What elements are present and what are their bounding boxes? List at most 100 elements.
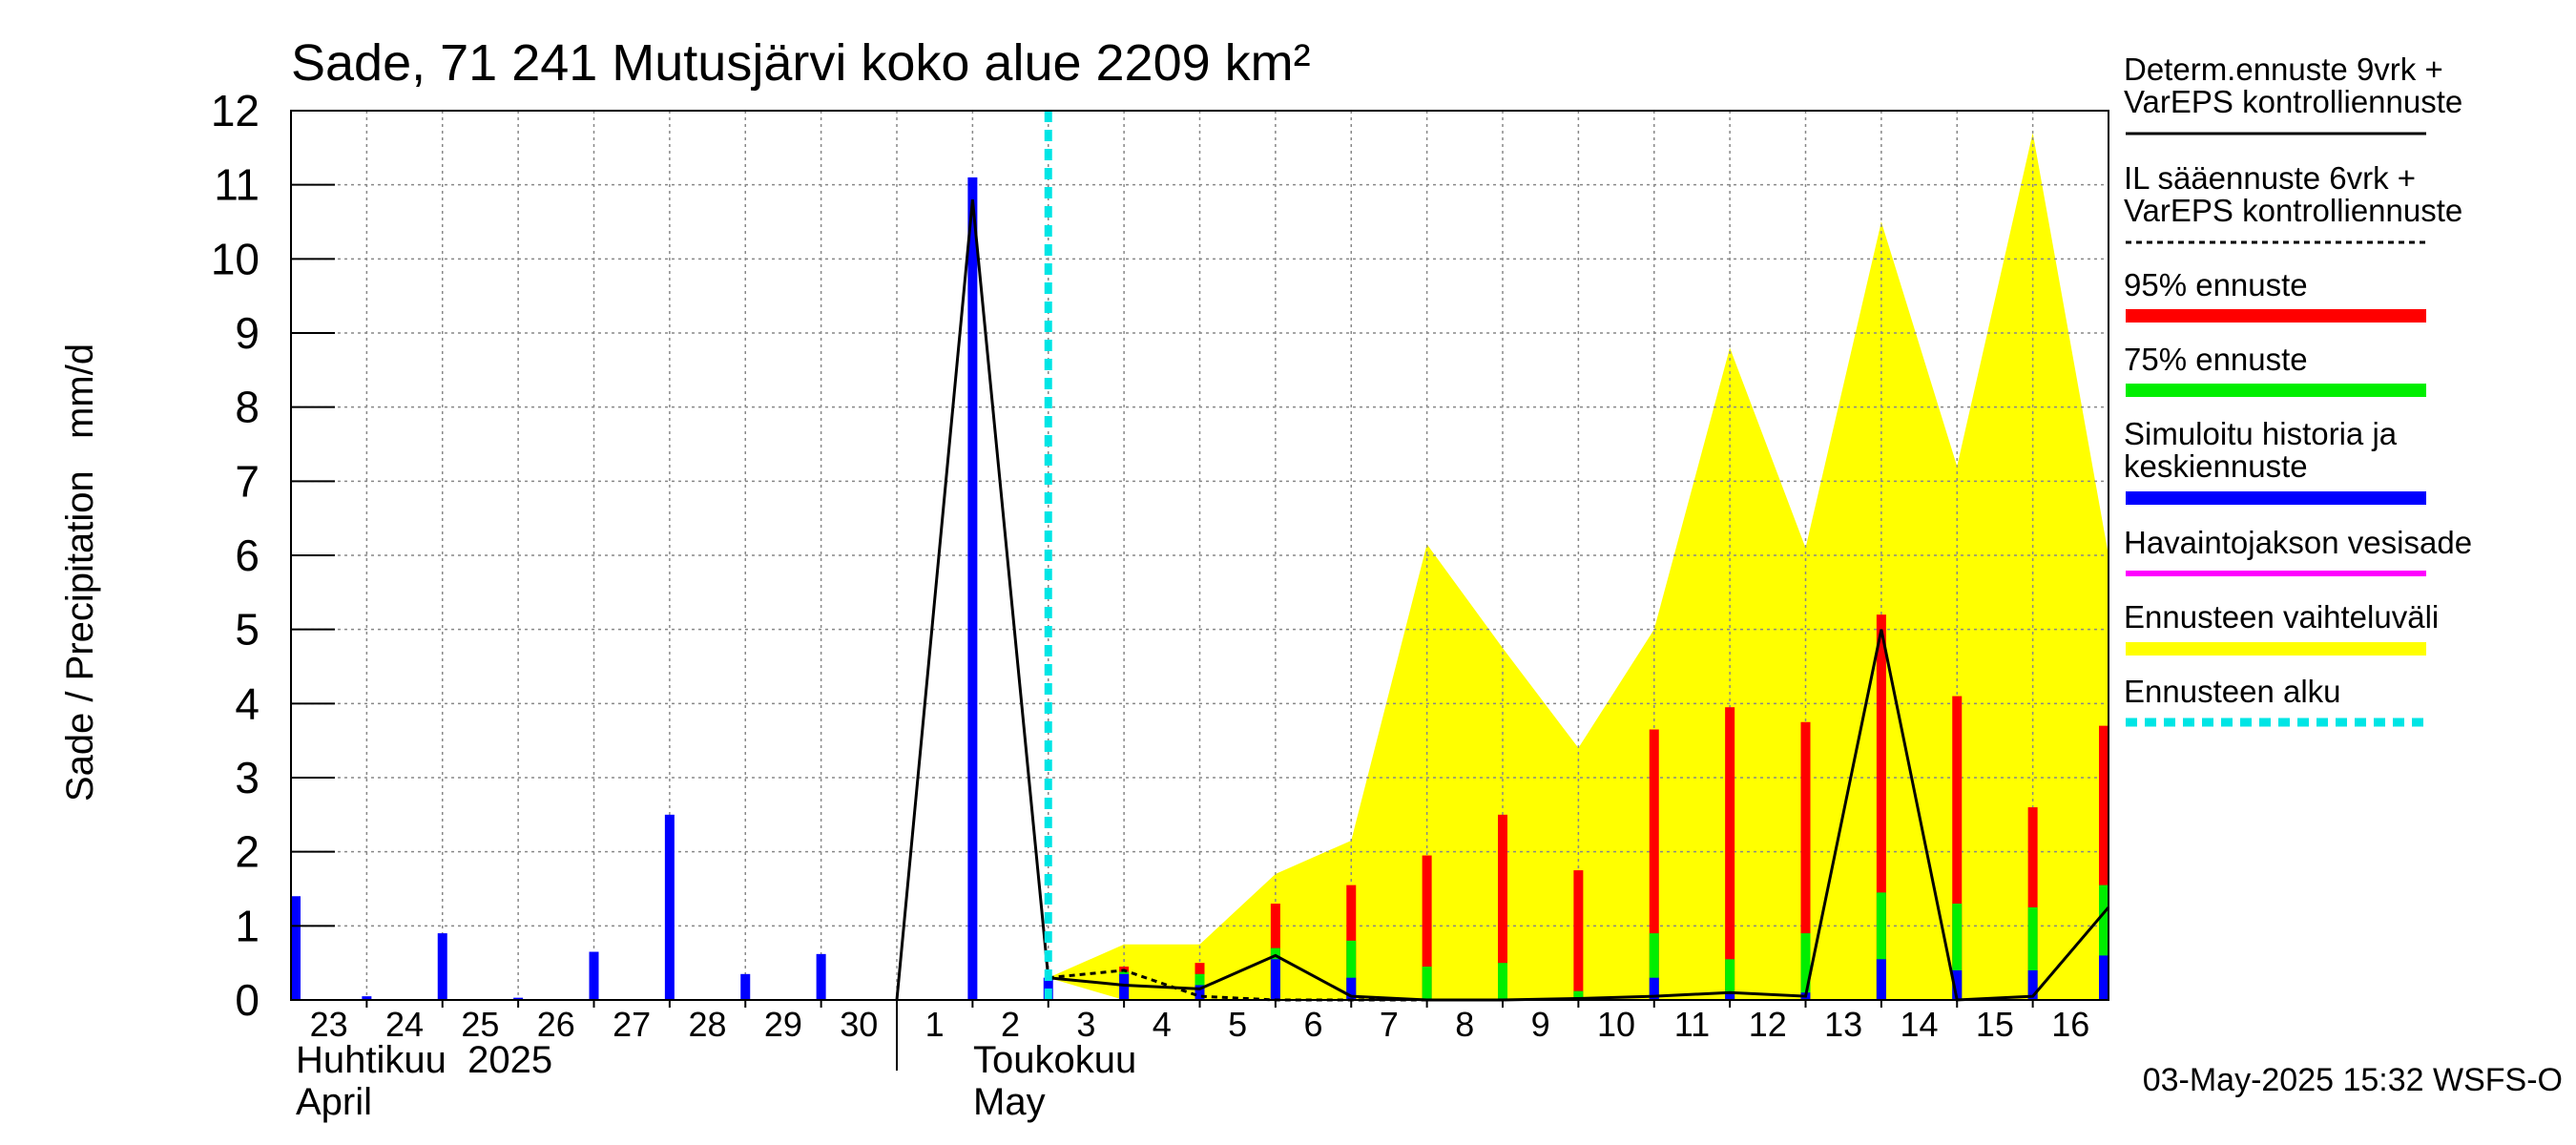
forecast-bar-p95 (1422, 855, 1432, 1000)
y-tick-label: 5 (235, 605, 260, 655)
forecast-bar-p75 (1876, 892, 1886, 1000)
range-band-area (1048, 133, 2109, 1001)
legend-label-p75: 75% ennuste (2124, 342, 2308, 377)
forecast-bar-median (2027, 969, 2038, 1000)
month-label-may-en: May (973, 1081, 1046, 1123)
legend-label-hist: Simuloitu historia ja (2124, 416, 2398, 451)
x-tick-label: 12 (1749, 1005, 1787, 1044)
history-bar (664, 814, 675, 1000)
x-tick-label: 15 (1976, 1005, 2014, 1044)
month-label-april-fi: Huhtikuu 2025 (296, 1039, 552, 1081)
y-axis-label: Sade / Precipitation mm/d (59, 344, 101, 802)
legend-label-hist-line2: keskiennuste (2124, 448, 2308, 484)
legend-label-determ: Determ.ennuste 9vrk + (2124, 52, 2443, 87)
forecast-range-band (1048, 133, 2109, 1001)
forecast-bar-p95 (1952, 696, 1963, 1000)
x-tick-label: 1 (925, 1005, 945, 1044)
x-tick-label: 27 (613, 1005, 651, 1044)
y-tick-label: 6 (235, 531, 260, 580)
legend-label-il: IL sääennuste 6vrk + (2124, 160, 2416, 196)
forecast-bar-p75 (1649, 933, 1659, 1000)
x-tick-label: 4 (1153, 1005, 1172, 1044)
x-tick-label: 30 (840, 1005, 878, 1044)
grid-lines (291, 111, 2109, 1000)
x-tick-label: 7 (1380, 1005, 1399, 1044)
forecast-bar-p95 (1498, 814, 1507, 1000)
forecast-bar-p75 (1725, 959, 1735, 1000)
x-tick-label: 5 (1228, 1005, 1247, 1044)
forecast-bar-p75 (1573, 990, 1584, 1000)
x-tick-label: 28 (689, 1005, 727, 1044)
x-tick-label: 13 (1824, 1005, 1862, 1044)
month-label-april-en: April (296, 1081, 372, 1123)
forecast-bar-p95 (1649, 729, 1659, 1000)
legend-label-range: Ennusteen vaihteluväli (2124, 599, 2439, 635)
x-tick-label: 25 (461, 1005, 499, 1044)
forecast-bar-p75 (1422, 967, 1432, 1000)
x-tick-label: 23 (310, 1005, 348, 1044)
history-bar (589, 951, 599, 1000)
forecast-bar-median (1952, 969, 1963, 1000)
legend-label-obs: Havaintojakson vesisade (2124, 525, 2472, 560)
forecast-bar-median (1725, 992, 1735, 1000)
x-tick-label: 26 (537, 1005, 575, 1044)
forecast-bar-p95 (1725, 707, 1735, 1000)
forecast-bar-p75 (1952, 904, 1963, 1000)
legend: Determ.ennuste 9vrk +VarEPS kontrollienn… (2124, 52, 2472, 727)
x-tick-label: 29 (764, 1005, 802, 1044)
history-bar (362, 996, 372, 1000)
legend-label-p95: 95% ennuste (2124, 267, 2308, 302)
x-tick-label: 3 (1076, 1005, 1095, 1044)
bar-series (291, 177, 2109, 1000)
month-labels: Huhtikuu 2025 April Toukokuu May (296, 1039, 1136, 1123)
forecast-bar-p75 (1800, 933, 1811, 1000)
forecast-bar-median (1649, 977, 1659, 1000)
x-tick-label: 6 (1304, 1005, 1323, 1044)
forecast-bar-median (1346, 977, 1357, 1000)
chart-title: Sade, 71 241 Mutusjärvi koko alue 2209 k… (291, 34, 1311, 92)
y-tick-label: 4 (235, 678, 260, 728)
y-tick-label: 7 (235, 456, 260, 506)
x-tick-labels: 23 24 25 26 27 28 29 30 1 2 3 4 5 6 7 8 9 10 11 12 13 14 15 16 (310, 1005, 2090, 1044)
x-tick-label: 14 (1901, 1005, 1939, 1044)
forecast-bar-p75 (2099, 885, 2109, 1000)
y-tick-label: 2 (235, 827, 260, 877)
legend-label-determ-line2: VarEPS kontrolliennuste (2124, 84, 2462, 119)
forecast-bar-p75 (1498, 963, 1507, 1000)
y-tick-label: 3 (235, 753, 260, 802)
y-tick-label: 8 (235, 383, 260, 432)
history-bar (967, 177, 978, 1000)
forecast-bar-median (1876, 959, 1886, 1000)
forecast-bar-p95 (1800, 721, 1811, 1000)
history-bar (437, 933, 447, 1000)
y-tick-label: 11 (214, 160, 260, 210)
y-tick-label: 1 (235, 901, 260, 950)
timestamp-footer: 03-May-2025 15:32 WSFS-O (2143, 1062, 2563, 1098)
forecast-bar-median (1195, 985, 1205, 1000)
history-bar (291, 896, 301, 1000)
x-tick-label: 10 (1597, 1005, 1635, 1044)
month-label-may-fi: Toukokuu (973, 1039, 1136, 1081)
x-tick-label: 9 (1531, 1005, 1550, 1044)
x-tick-label: 11 (1674, 1005, 1710, 1044)
forecast-bar-p95 (2027, 807, 2038, 1000)
forecast-bar-median (1270, 959, 1280, 1000)
y-tick-label: 12 (211, 86, 260, 135)
legend-label-il-line2: VarEPS kontrolliennuste (2124, 193, 2462, 228)
forecast-bar-p95 (2099, 725, 2109, 1000)
forecast-bar-p75 (2027, 906, 2038, 1000)
forecast-bar-p95 (1573, 870, 1584, 1000)
x-tick-label: 8 (1455, 1005, 1474, 1044)
x-tick-label: 2 (1001, 1005, 1020, 1044)
legend-label-start: Ennusteen alku (2124, 674, 2341, 709)
history-bar (816, 953, 826, 1000)
y-tick-label: 9 (235, 308, 260, 358)
history-bar (513, 997, 524, 1000)
y-tick-label: 0 (235, 975, 260, 1025)
forecast-bar-median (2099, 955, 2109, 1000)
plot-frame (290, 110, 2109, 1071)
history-bar (740, 973, 751, 1000)
